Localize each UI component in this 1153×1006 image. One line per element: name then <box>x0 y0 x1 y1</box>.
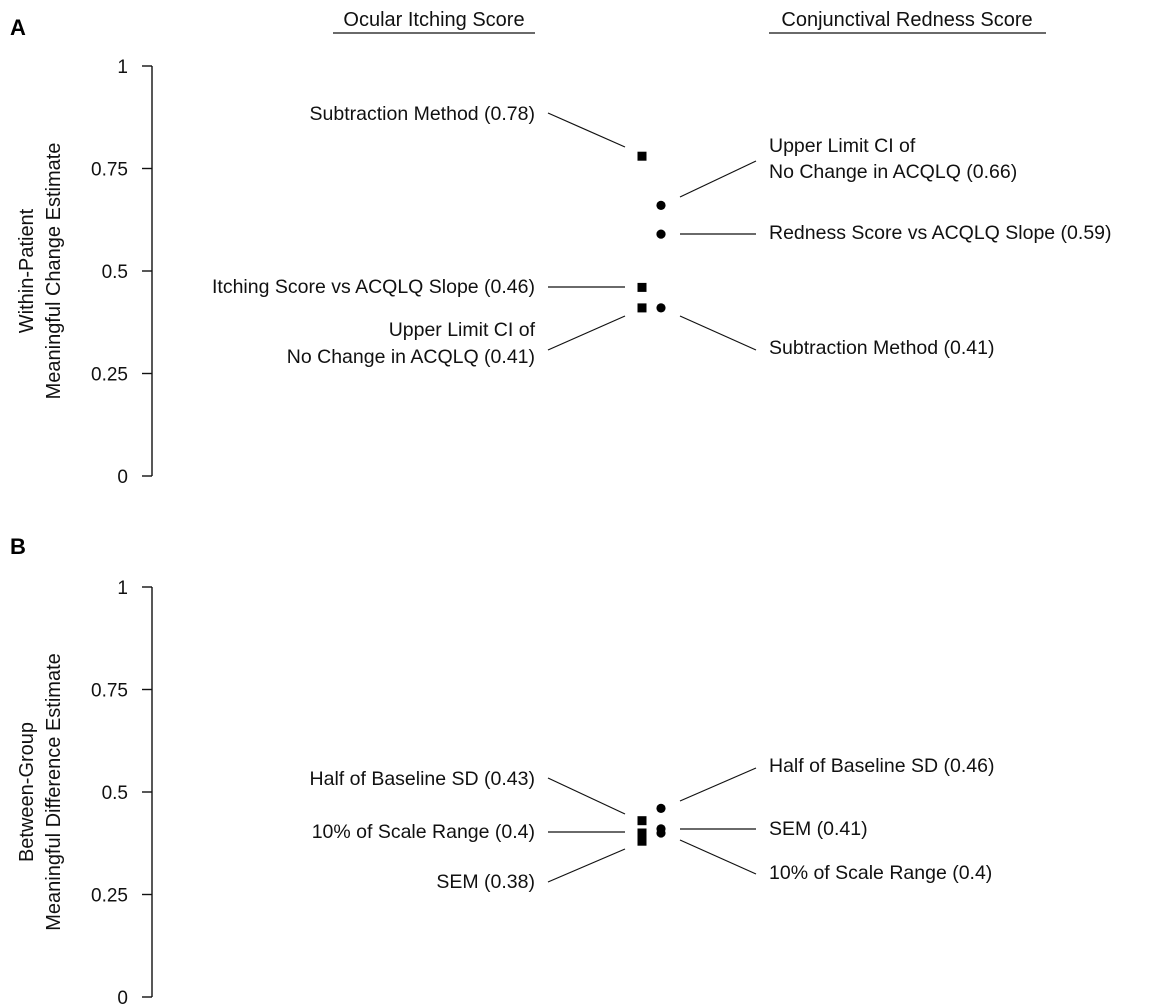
y-tick-label: 0.75 <box>91 681 128 702</box>
data-label: 10% of Scale Range (0.4) <box>312 821 535 843</box>
leader-line <box>679 315 757 351</box>
y-axis-label: Meaningful Difference Estimate <box>43 653 65 931</box>
data-label: Subtraction Method (0.78) <box>310 103 535 125</box>
header-right: Conjunctival Redness Score <box>781 9 1032 31</box>
y-tick-label: 0.25 <box>91 886 128 907</box>
data-label: Upper Limit CI of <box>389 319 536 341</box>
y-tick-label: 0.25 <box>91 365 128 386</box>
leader-line <box>547 112 626 148</box>
data-point-circle <box>656 229 666 239</box>
data-label: Subtraction Method (0.41) <box>769 337 994 359</box>
data-label: No Change in ACQLQ (0.41) <box>287 346 535 368</box>
data-label: SEM (0.41) <box>769 818 868 840</box>
panel-letter-a: A <box>10 15 26 40</box>
data-label: No Change in ACQLQ (0.66) <box>769 161 1017 183</box>
panel-a: 0 0.25 0.5 0.75 1 Within-Patient Meaningful Ch… <box>16 57 1112 488</box>
data-point-circle <box>656 803 666 814</box>
leader-line <box>547 777 626 815</box>
leader-line <box>679 160 757 198</box>
panel-letter-b: B <box>10 534 26 559</box>
leader-line <box>547 848 626 883</box>
data-point-square <box>637 303 647 313</box>
data-label: 10% of Scale Range (0.4) <box>769 862 992 884</box>
data-point-square <box>637 816 647 826</box>
data-point-square <box>637 282 647 292</box>
y-axis-label: Meaningful Change Estimate <box>43 143 65 400</box>
y-tick-label: 0.5 <box>102 262 128 283</box>
y-tick-label: 1 <box>117 57 128 78</box>
leader-line <box>547 315 626 351</box>
data-point-square <box>637 836 647 846</box>
panel-b: 0 0.25 0.5 0.75 1 Between-Group Meaningful Dif… <box>16 578 994 1006</box>
y-tick-label: 0 <box>117 467 128 488</box>
data-label: Half of Baseline SD (0.46) <box>769 755 994 777</box>
header-left: Ocular Itching Score <box>343 9 524 31</box>
leader-line <box>679 839 757 875</box>
data-point-circle <box>656 200 666 210</box>
y-axis-label: Within-Patient <box>16 208 38 333</box>
y-tick-label: 0 <box>117 988 128 1006</box>
y-tick-label: 0.75 <box>91 160 128 181</box>
data-label: Itching Score vs ACQLQ Slope (0.46) <box>212 276 535 298</box>
data-point-square <box>637 828 647 838</box>
y-tick-label: 1 <box>117 578 128 599</box>
y-tick-label: 0.5 <box>102 783 128 804</box>
data-label: Half of Baseline SD (0.43) <box>310 768 535 790</box>
data-label: Upper Limit CI of <box>769 135 916 157</box>
data-point-square <box>637 151 647 161</box>
data-point-circle <box>656 303 666 313</box>
data-label: SEM (0.38) <box>436 871 535 893</box>
leader-line <box>679 767 757 802</box>
y-axis-label: Between-Group <box>16 722 38 862</box>
data-point-circle <box>656 828 666 838</box>
data-label: Redness Score vs ACQLQ Slope (0.59) <box>769 222 1112 244</box>
